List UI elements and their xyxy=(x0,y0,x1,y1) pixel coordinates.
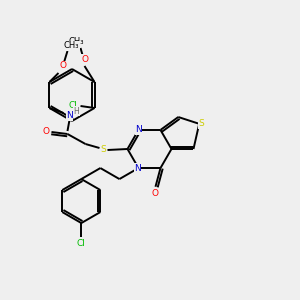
Text: CH₃: CH₃ xyxy=(69,38,84,46)
Text: Cl: Cl xyxy=(77,238,86,247)
Text: N: N xyxy=(66,112,73,121)
Text: Cl: Cl xyxy=(68,101,77,110)
Text: O: O xyxy=(81,55,88,64)
Text: CH₃: CH₃ xyxy=(64,41,79,50)
Text: N: N xyxy=(134,164,141,172)
Text: H: H xyxy=(74,106,80,116)
Text: S: S xyxy=(198,119,204,128)
Text: O: O xyxy=(60,61,67,70)
Text: N: N xyxy=(135,125,142,134)
Text: O: O xyxy=(152,189,159,198)
Text: O: O xyxy=(43,128,50,136)
Text: S: S xyxy=(100,146,106,154)
